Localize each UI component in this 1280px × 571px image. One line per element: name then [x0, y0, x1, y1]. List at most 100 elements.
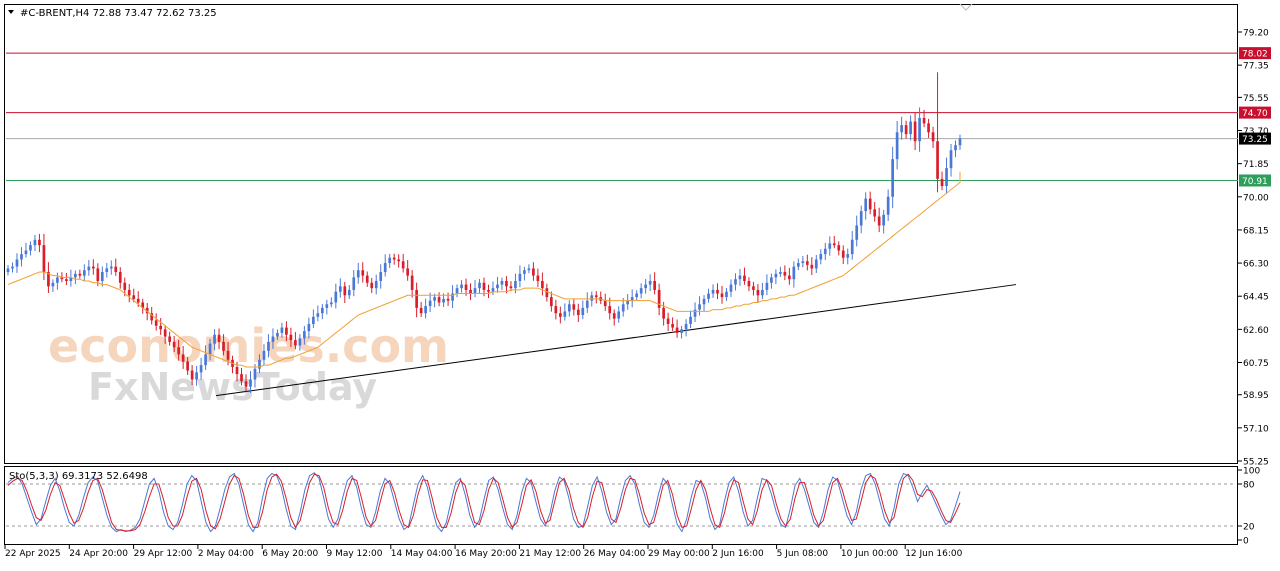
- candle-body: [379, 272, 383, 281]
- candle-body: [154, 320, 158, 326]
- candle-body: [756, 289, 760, 296]
- candle-body: [433, 297, 436, 301]
- candle-body: [451, 293, 454, 301]
- candle-body: [312, 316, 315, 324]
- price-label-74.70: 74.70: [1242, 109, 1268, 119]
- candle-body: [850, 239, 854, 255]
- candle-body: [491, 288, 495, 292]
- candle-body: [707, 293, 710, 299]
- candle-body: [114, 266, 118, 273]
- candle-body: [846, 254, 850, 258]
- candle-body: [91, 266, 95, 269]
- candle-body: [873, 209, 877, 217]
- candle-body: [145, 307, 149, 314]
- stochastic-tick-label: 80: [1243, 481, 1255, 491]
- time-tick-label: 2 May 04:00: [198, 549, 254, 559]
- price-tick-label: 70.00: [1243, 193, 1269, 203]
- moving-average-line: [7, 171, 961, 368]
- candle-body: [779, 272, 782, 274]
- candle-body: [702, 298, 706, 305]
- candle-body: [558, 313, 562, 317]
- candle-body: [401, 261, 405, 269]
- price-tick-label: 75.55: [1243, 94, 1269, 104]
- price-label-box: [1239, 132, 1271, 145]
- price-tick-label: 79.20: [1243, 29, 1269, 39]
- stochastic-line-signal: [7, 473, 961, 532]
- candle-body: [841, 250, 845, 258]
- candle-body: [734, 279, 737, 285]
- candle-body: [500, 280, 504, 285]
- candle-body: [617, 311, 621, 319]
- candle-body: [945, 168, 948, 187]
- candle-body: [406, 268, 410, 276]
- candle-body: [469, 289, 472, 294]
- candle-body: [940, 178, 944, 187]
- price-label-box: [1239, 47, 1271, 60]
- candle-body: [244, 381, 248, 387]
- candle-body: [186, 361, 189, 371]
- candle-body: [258, 359, 261, 369]
- candle-body: [356, 270, 360, 278]
- candle-body: [163, 329, 167, 337]
- time-tick-label: 6 May 20:00: [262, 549, 318, 559]
- candle-body: [253, 368, 257, 380]
- candle-body: [487, 289, 490, 292]
- price-label-70.91: 70.91: [1242, 177, 1268, 187]
- candle-body: [729, 284, 733, 292]
- candle-body: [747, 280, 751, 287]
- candle-body: [819, 254, 823, 260]
- candle-body: [109, 266, 113, 269]
- candle-body: [698, 304, 701, 310]
- candle-body: [954, 145, 957, 151]
- candle-body: [612, 313, 616, 319]
- candle-body: [150, 313, 154, 321]
- candle-body: [397, 259, 401, 262]
- candle-body: [720, 293, 724, 298]
- candle-body: [249, 379, 252, 387]
- candle-body: [141, 302, 145, 308]
- candle-body: [38, 239, 41, 246]
- candle-body: [343, 286, 347, 296]
- stochastic-header: Sto(5,3,3) 69.3173 52.6498: [9, 471, 148, 482]
- triangle-down-icon[interactable]: [8, 10, 14, 14]
- candle-body: [136, 298, 140, 303]
- candle-body: [482, 282, 486, 290]
- candle-body: [900, 125, 903, 133]
- candle-body: [172, 341, 176, 348]
- candle-body: [693, 309, 697, 317]
- candle-body: [87, 266, 91, 271]
- chevron-down-icon[interactable]: [959, 3, 973, 11]
- price-tick-label: 57.10: [1243, 424, 1269, 434]
- time-tick-label: 10 Jun 00:00: [841, 549, 898, 559]
- candle-body: [823, 248, 827, 255]
- candle-body: [159, 325, 163, 330]
- price-label-78.02: 78.02: [1242, 50, 1268, 60]
- candle-body: [936, 141, 939, 179]
- candle-body: [267, 341, 270, 351]
- time-tick-label: 14 May 04:00: [391, 549, 453, 559]
- candle-body: [361, 270, 365, 276]
- candle-body: [6, 268, 10, 273]
- candle-body: [280, 327, 284, 333]
- time-tick-label: 22 Apr 2025: [5, 549, 61, 559]
- candle-body: [554, 306, 558, 314]
- candle-body: [895, 132, 899, 160]
- candle-body: [657, 289, 661, 308]
- candle-body: [662, 307, 665, 319]
- price-tick-label: 66.30: [1243, 260, 1269, 270]
- candle-body: [199, 365, 203, 373]
- time-tick-label: 29 Apr 12:00: [134, 549, 193, 559]
- price-label-box: [1239, 106, 1271, 119]
- candle-body: [392, 257, 396, 260]
- candle-body: [208, 343, 212, 355]
- price-label-box: [1239, 174, 1271, 187]
- price-tick-label: 77.35: [1243, 62, 1269, 72]
- candle-body: [69, 277, 73, 281]
- candle-body: [388, 257, 392, 264]
- candle-body: [567, 304, 571, 312]
- candle-body: [320, 307, 324, 314]
- candle-body: [927, 123, 930, 133]
- candle-body: [276, 332, 279, 337]
